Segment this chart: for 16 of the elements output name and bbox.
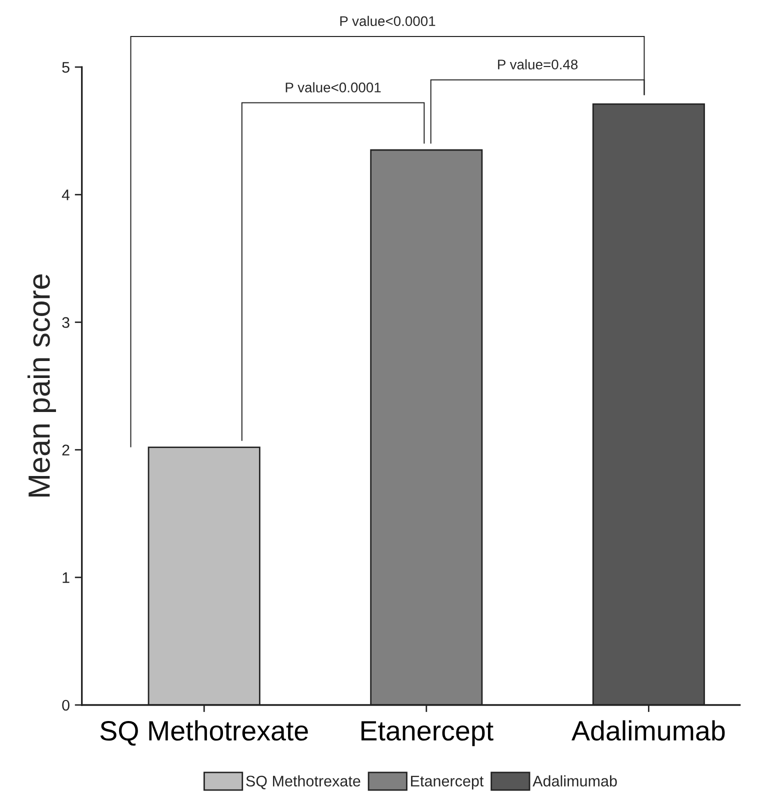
legend-label: Adalimumab [532,775,617,787]
y-axis-title: Mean pain score [28,274,56,496]
annotation: P value<0.0001 [286,82,381,92]
legend-label: SQ Methotrexate [246,775,360,790]
text: P value<0.0001 [340,16,436,26]
legend-label: Etanercept [411,776,484,790]
annotation: P value=0.48 [498,59,578,70]
y-tick-label: 4 [62,190,70,200]
y-tick-label: 3 [62,317,70,328]
x-tick-label: SQ Methotrexate [100,720,308,746]
x-tick-label: Adalimumab [572,720,725,741]
y-tick-label: 0 [62,700,70,711]
y-tick-label: 2 [62,444,70,456]
x-tick-label: Etanercept [362,721,494,746]
y-tick-label: 1 [62,572,70,583]
y-tick-label: 5 [62,62,70,73]
